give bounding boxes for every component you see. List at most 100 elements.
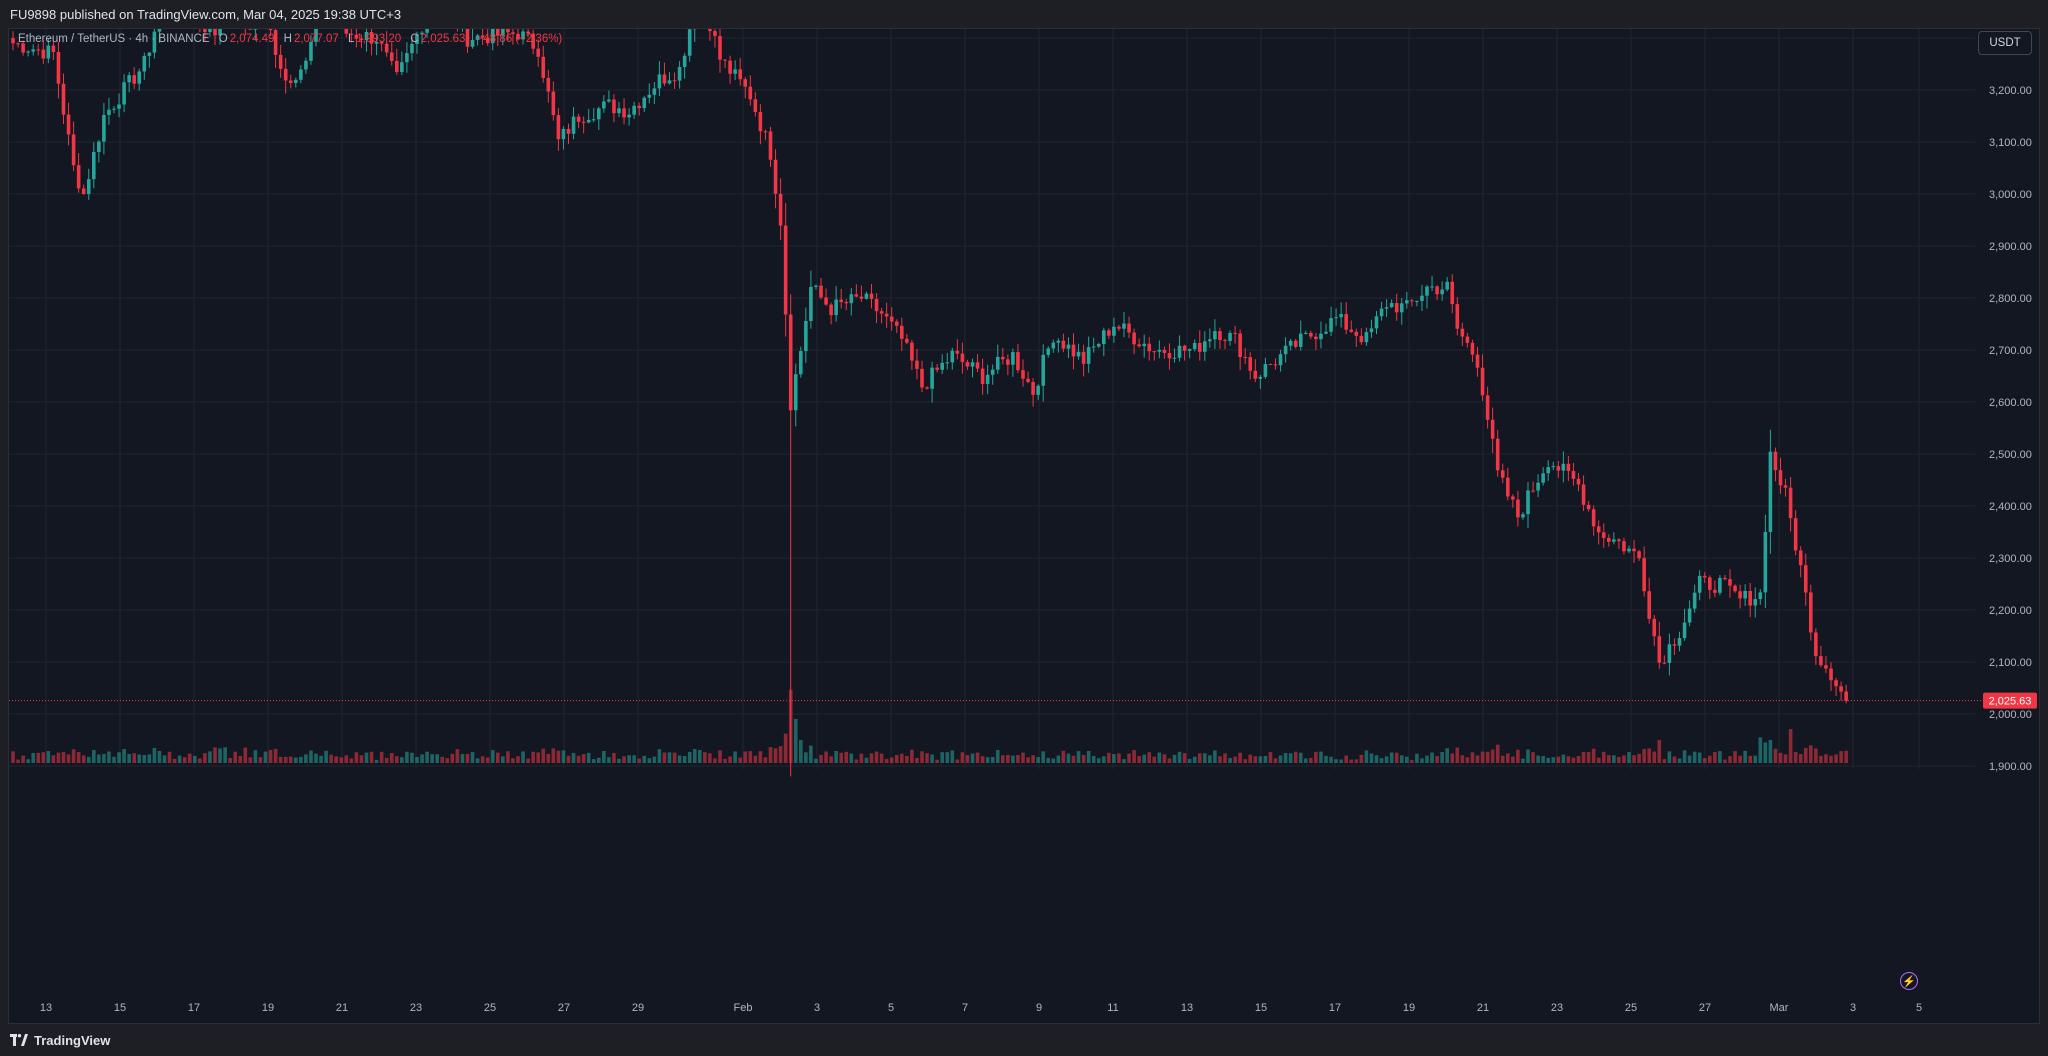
- volume-bar: [1758, 737, 1763, 763]
- candle-body: [586, 119, 591, 123]
- volume-bar: [1475, 755, 1480, 763]
- candle-body: [56, 52, 61, 84]
- volume-bar: [400, 757, 404, 763]
- candle-body: [26, 51, 30, 53]
- time-tick-label: 13: [1181, 1002, 1193, 1014]
- volume-bar: [152, 747, 157, 763]
- candle-body: [1415, 300, 1419, 302]
- time-tick-label: Mar: [1770, 1002, 1789, 1014]
- volume-bar: [1233, 756, 1237, 763]
- candle-body: [1213, 331, 1217, 340]
- candle-body: [1006, 359, 1010, 365]
- candle-body: [1516, 499, 1520, 518]
- candle-body: [566, 128, 571, 134]
- volume-bar: [829, 756, 833, 763]
- volume-bar: [1061, 750, 1066, 763]
- currency-button[interactable]: USDT: [1978, 31, 2032, 55]
- candle-body: [506, 29, 510, 33]
- price-tick-label: 2,500.00: [1989, 449, 2032, 461]
- candle-body: [102, 114, 106, 142]
- volume-bar: [283, 756, 288, 763]
- candle-body: [1152, 351, 1157, 353]
- volume-bar: [1147, 752, 1152, 763]
- candle-body: [1258, 376, 1263, 379]
- last-price-tag: [1983, 692, 2037, 709]
- candle-body: [16, 43, 20, 45]
- volume-bar: [1425, 755, 1429, 763]
- volume-bar: [703, 752, 707, 763]
- candle-body: [859, 296, 864, 299]
- price-tick-label: 2,700.00: [1989, 345, 2032, 357]
- volume-bar: [1788, 729, 1793, 763]
- volume-bar: [1091, 755, 1096, 763]
- time-tick-label: 5: [1916, 1002, 1922, 1014]
- volume-bar: [733, 751, 737, 763]
- volume-bar: [1642, 748, 1646, 763]
- volume-bar: [1258, 756, 1263, 763]
- volume-bar: [1379, 758, 1384, 763]
- volume-bar: [1334, 759, 1338, 763]
- volume-bar: [1607, 755, 1611, 763]
- volume-bar: [405, 751, 409, 763]
- volume-bar: [1288, 753, 1293, 763]
- time-tick-label: 3: [814, 1002, 820, 1014]
- candle-body: [142, 55, 147, 72]
- volume-bar: [1102, 756, 1106, 763]
- volume-bar: [61, 751, 66, 763]
- candle-body: [1177, 345, 1182, 358]
- high-value: 2,077.07: [293, 33, 339, 45]
- volume-bar: [31, 753, 35, 763]
- candle-body: [809, 286, 813, 321]
- candle-body: [925, 387, 929, 389]
- candle-body: [652, 88, 657, 95]
- volume-bar: [1187, 758, 1192, 763]
- volume-bar: [1440, 751, 1444, 763]
- time-tick-label: 19: [1403, 1002, 1415, 1014]
- chart-pane[interactable]: 2,025.63 1,900.00 2,000.00 2,100.00 2,200.00…: [8, 28, 2040, 1024]
- volume-bar: [76, 752, 81, 763]
- candle-body: [1031, 382, 1035, 395]
- candle-body: [1819, 656, 1823, 666]
- candle-body: [1359, 335, 1364, 343]
- candle-body: [420, 32, 424, 35]
- price-tick-label: 1,900.00: [1989, 761, 2032, 773]
- volume-bar: [839, 752, 843, 763]
- volume-bar: [501, 756, 505, 763]
- candle-body: [1672, 644, 1677, 646]
- volume-bar: [1293, 751, 1298, 763]
- volume-bar: [1531, 752, 1535, 763]
- lightning-icon[interactable]: ⚡: [1900, 972, 1918, 990]
- high-label: H: [283, 33, 292, 45]
- candle-body: [86, 179, 91, 195]
- candle-body: [1788, 487, 1793, 519]
- candle-body: [793, 374, 798, 411]
- candle-body: [97, 141, 101, 152]
- candle-body: [1718, 577, 1722, 593]
- candle-body: [344, 29, 349, 34]
- candle-body: [1657, 636, 1662, 663]
- volume-bar: [677, 755, 682, 763]
- volume-bar: [1803, 748, 1808, 763]
- volume-bar: [1521, 758, 1525, 763]
- volume-bar: [1157, 752, 1162, 763]
- volume-bar: [309, 750, 313, 763]
- candle-body: [672, 80, 677, 82]
- candle-body: [1137, 344, 1141, 347]
- volume-bar: [314, 753, 318, 763]
- candlestick-chart[interactable]: 2,025.63 1,900.00 2,000.00 2,100.00 2,200.00…: [9, 29, 2041, 1025]
- time-tick-label: 7: [962, 1002, 968, 1014]
- candle-body: [1627, 548, 1631, 552]
- candle-body: [268, 29, 273, 31]
- volume-bar: [157, 750, 162, 763]
- volume-bar: [970, 753, 975, 763]
- candle-body: [1798, 550, 1803, 566]
- volume-bar: [1753, 755, 1758, 763]
- candle-body: [1506, 477, 1510, 497]
- candle-body: [1465, 336, 1470, 343]
- volume-bar: [1430, 752, 1434, 763]
- volume-bar: [1733, 751, 1737, 763]
- candle-body: [682, 55, 687, 68]
- volume-bar: [844, 751, 849, 763]
- volume-bar: [1344, 755, 1348, 763]
- candle-body: [1667, 644, 1672, 663]
